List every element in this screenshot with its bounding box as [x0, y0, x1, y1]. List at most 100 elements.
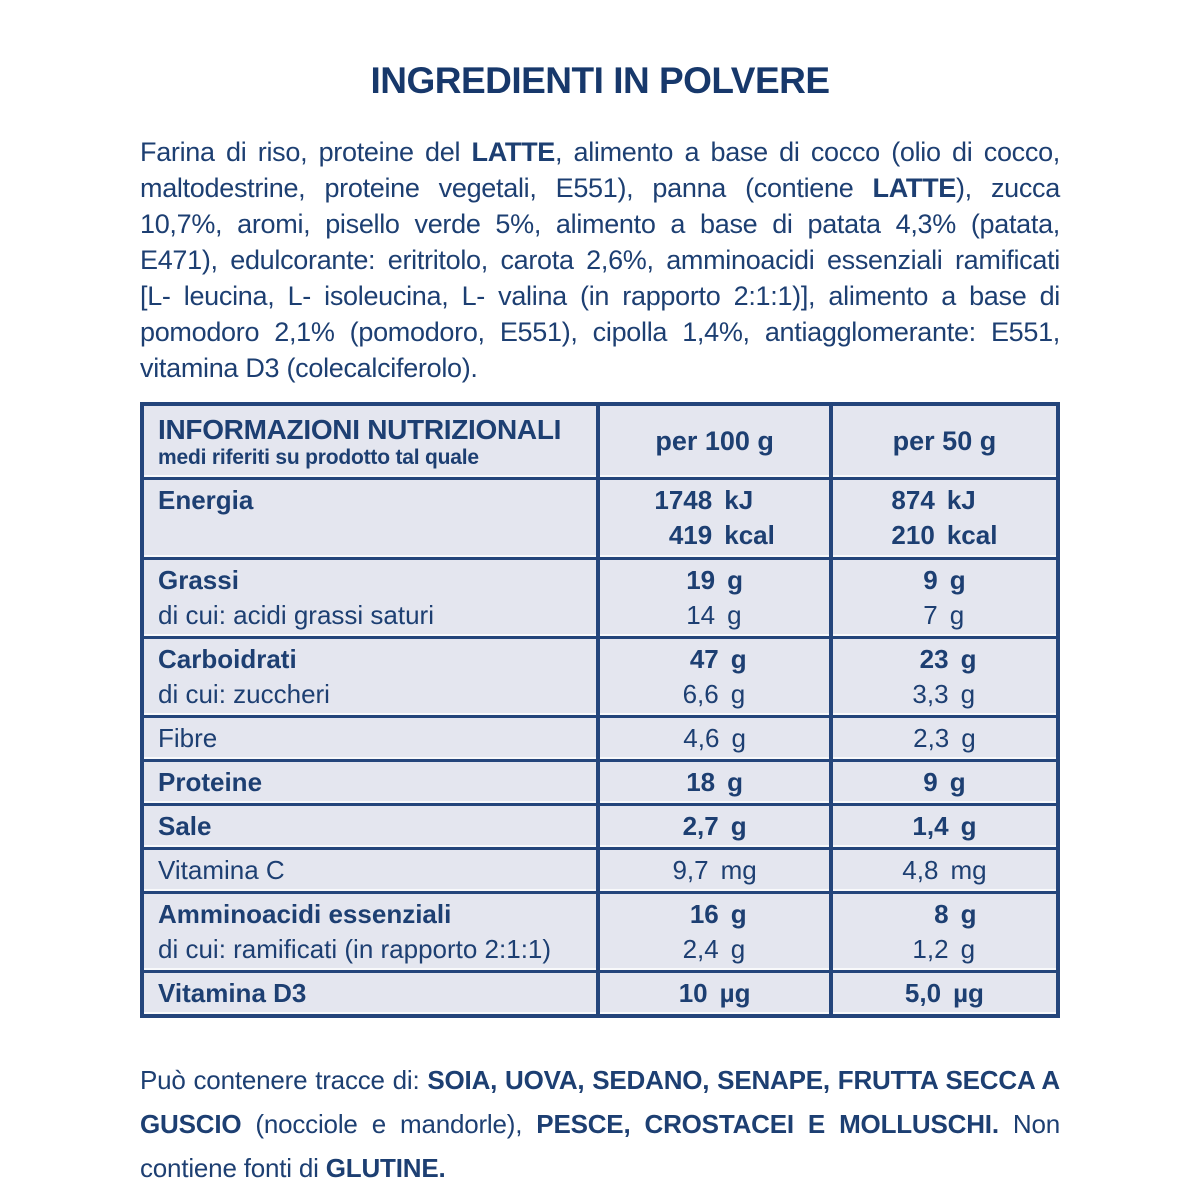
nutrient-label: di cui: acidi grassi saturi	[158, 600, 434, 630]
per-100g-cell: 10 µg	[596, 970, 829, 1014]
value-number: 10	[678, 978, 708, 1008]
nutrient-label-cell: Vitamina C	[144, 847, 597, 891]
nutrient-label-cell: Amminoacidi essenziali di cui: ramificati…	[144, 891, 597, 970]
value-number: 6,6	[682, 679, 719, 709]
per-50g-cell: 1,4 g	[828, 803, 1056, 847]
value-number: 2,3	[913, 723, 950, 753]
value-unit: g	[730, 811, 747, 841]
table-subtitle: medi riferiti su prodotto tal quale	[158, 446, 479, 469]
value-group: 1,4 g	[912, 809, 976, 844]
value-unit: kcal	[724, 520, 775, 550]
value-number: 7	[923, 600, 938, 630]
text-segment: , alimento a base di cocco (olio di cocc…	[140, 137, 1060, 203]
per-50g-cell: 8 g 1,2 g	[828, 891, 1056, 970]
per-50g-cell: 4,8 mg	[828, 847, 1056, 891]
value-unit: µg	[719, 978, 751, 1008]
value-unit: g	[730, 644, 747, 674]
value-unit: g	[960, 679, 976, 709]
nutrient-label: Grassi	[158, 565, 239, 595]
value-group: 8 g 1,2 g	[912, 897, 976, 967]
table-title: INFORMAZIONI NUTRIZIONALI	[158, 414, 562, 445]
value-unit: mg	[950, 855, 987, 885]
value-number: 2,7	[682, 811, 719, 841]
value-group: 874 kJ 210 kcal	[891, 483, 997, 553]
value-unit: g	[949, 600, 965, 630]
nutrient-label: Proteine	[158, 767, 263, 797]
value-unit: g	[960, 934, 976, 964]
value-number: 9	[923, 767, 938, 797]
per-50g-cell: 5,0 µg	[828, 970, 1056, 1014]
nutrient-label-cell: Proteine	[144, 759, 597, 803]
nutrient-label-cell: Fibre	[144, 715, 597, 759]
value-group: 19 g 14 g	[686, 563, 743, 633]
value-group: 4,8 mg	[902, 853, 986, 888]
value-number: 1748	[654, 485, 713, 515]
page-title: INGREDIENTI IN POLVERE	[370, 60, 830, 101]
nutrient-label-cell: Grassi di cui: acidi grassi saturi	[144, 557, 597, 636]
value-number: 874	[891, 485, 935, 515]
value-unit: g	[961, 723, 976, 753]
text-segment: Non contiene fonti di	[140, 1109, 1060, 1183]
value-group: 5,0 µg	[905, 976, 984, 1011]
per-100g-cell: 47 g 6,6 g	[596, 636, 829, 715]
ingredients-paragraph: Farina di riso, proteine del LATTE, alim…	[140, 134, 1060, 386]
text-segment: Farina di riso, proteine del	[140, 137, 472, 167]
table-row-vitamina-d3: Vitamina D3 10 µg 5,0 µg	[144, 970, 1056, 1014]
nutrient-label: di cui: zuccheri	[158, 679, 330, 709]
text-segment: PESCE, CROSTACEI E MOLLUSCHI.	[536, 1109, 999, 1139]
table-row-grassi: Grassi di cui: acidi grassi saturi 19 g 14 g 9…	[144, 557, 1056, 636]
table-row-amminoacidi-essenziali: Amminoacidi essenziali di cui: ramificati…	[144, 891, 1056, 970]
text-segment: LATTE	[872, 173, 957, 203]
value-group: 4,6 g	[683, 721, 746, 756]
value-number: 8	[934, 899, 949, 929]
value-number: 4,6	[683, 723, 720, 753]
value-number: 9,7	[672, 855, 709, 885]
value-group: 23 g 3,3 g	[912, 642, 976, 712]
value-unit: g	[960, 899, 977, 929]
value-unit: g	[727, 565, 744, 595]
table-row-vitamina-c: Vitamina C 9,7 mg 4,8 mg	[144, 847, 1056, 891]
value-unit: mg	[720, 855, 757, 885]
per-100g-cell: 19 g 14 g	[596, 557, 829, 636]
value-unit: g	[731, 723, 746, 753]
value-unit: kcal	[946, 520, 998, 550]
value-number: 14	[686, 600, 716, 630]
nutrient-label-cell: Sale	[144, 803, 597, 847]
nutrient-label-cell: Energia	[144, 477, 597, 557]
nutrient-label: Sale	[158, 811, 212, 841]
nutrient-label: di cui: ramificati (in rapporto 2:1:1)	[158, 934, 552, 964]
per-100g-cell: 9,7 mg	[596, 847, 829, 891]
value-number: 1,4	[912, 811, 949, 841]
text-segment: Può contenere tracce di:	[140, 1065, 428, 1095]
value-unit: g	[730, 679, 746, 709]
per-100g-cell: 2,7 g	[596, 803, 829, 847]
nutrient-label: Energia	[158, 485, 254, 515]
per-100g-cell: 1748 kJ 419 kcal	[596, 477, 829, 557]
nutrient-label: Fibre	[158, 723, 218, 753]
value-number: 2,4	[682, 934, 719, 964]
value-number: 419	[668, 520, 713, 550]
text-segment: ), zucca 10,7%, aromi, pisello verde 5%,…	[140, 173, 1060, 383]
table-header-row: INFORMAZIONI NUTRIZIONALI medi riferiti …	[144, 406, 1056, 477]
value-number: 210	[891, 520, 935, 550]
table-row-fibre: Fibre 4,6 g 2,3 g	[144, 715, 1056, 759]
table-row-energia: Energia 1748 kJ 419 kcal 874 kJ 210 kcal	[144, 477, 1056, 557]
nutrient-label: Vitamina D3	[158, 978, 307, 1008]
value-number: 1,2	[912, 934, 949, 964]
nutrient-label: Vitamina C	[158, 855, 285, 885]
value-unit: g	[730, 934, 746, 964]
per-100g-cell: 18 g	[596, 759, 829, 803]
nutrient-label: Amminoacidi essenziali	[158, 899, 452, 929]
value-unit: g	[730, 899, 747, 929]
value-number: 18	[686, 767, 716, 797]
value-unit: kJ	[724, 485, 754, 515]
nutrient-label-cell: Vitamina D3	[144, 970, 597, 1014]
value-unit: g	[960, 811, 977, 841]
value-unit: g	[727, 767, 744, 797]
value-unit: g	[949, 767, 966, 797]
value-unit: g	[960, 644, 977, 674]
nutrition-table: INFORMAZIONI NUTRIZIONALI medi riferiti …	[140, 402, 1060, 1018]
column-header-per-100g: per 100 g	[596, 406, 829, 477]
